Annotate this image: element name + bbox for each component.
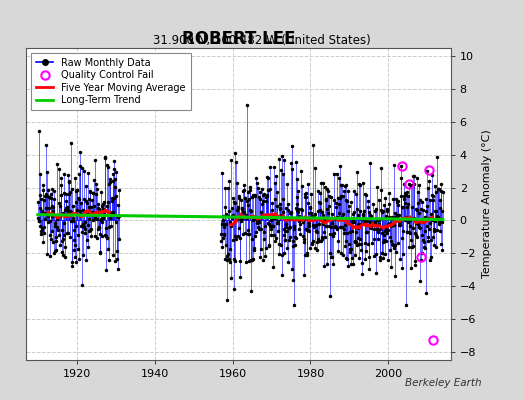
Text: Berkeley Earth: Berkeley Earth xyxy=(406,378,482,388)
Y-axis label: Temperature Anomaly (°C): Temperature Anomaly (°C) xyxy=(482,130,492,278)
Text: 31.900 N, 100.482 W (United States): 31.900 N, 100.482 W (United States) xyxy=(153,34,371,47)
Legend: Raw Monthly Data, Quality Control Fail, Five Year Moving Average, Long-Term Tren: Raw Monthly Data, Quality Control Fail, … xyxy=(31,53,191,110)
Title: ROBERT LEE: ROBERT LEE xyxy=(182,30,295,48)
